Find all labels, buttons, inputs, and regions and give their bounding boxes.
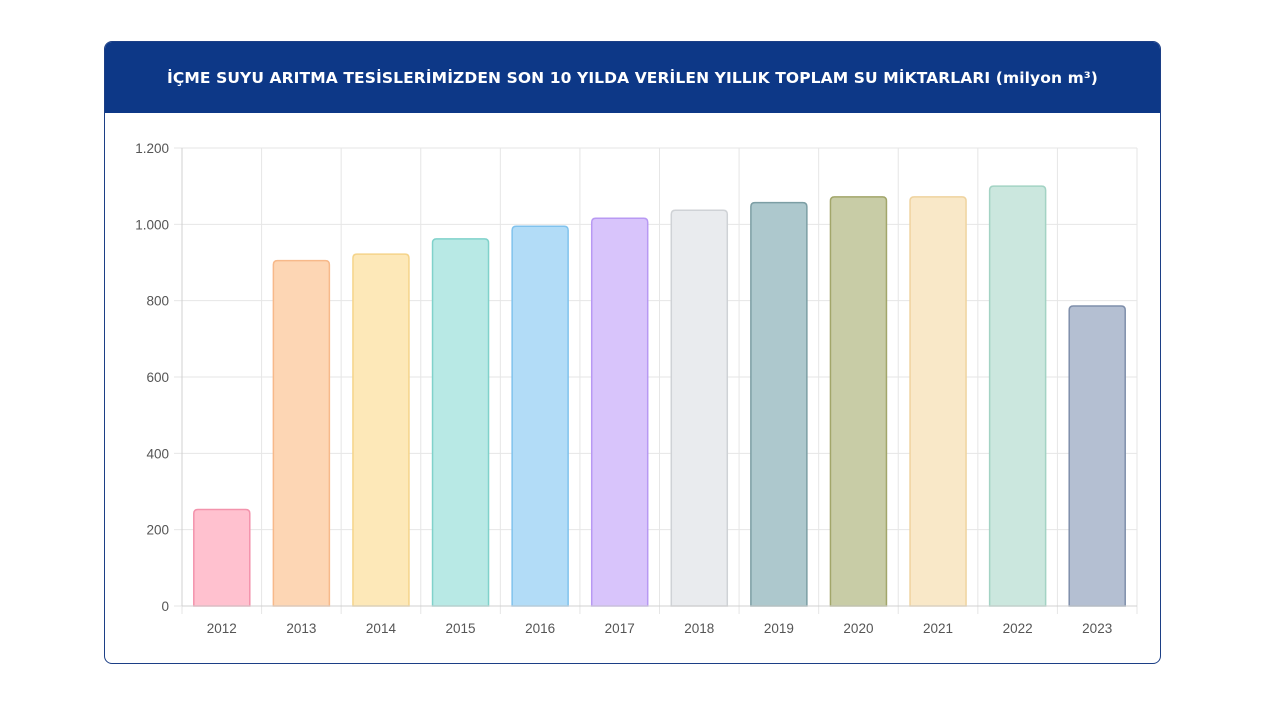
x-tick-label: 2018 <box>684 621 714 636</box>
bar-2019 <box>750 201 808 607</box>
axes <box>181 148 1137 607</box>
x-tick-label: 2019 <box>764 621 794 636</box>
bar-2022 <box>988 185 1047 607</box>
x-tick-label: 2023 <box>1082 621 1112 636</box>
bar-2015 <box>431 238 490 607</box>
x-tick-label: 2020 <box>843 621 873 636</box>
y-tick-label: 0 <box>161 599 169 614</box>
tick-labels: 0 200 400 600 800 1.000 1.200 2012 2013 2014 2015 2… <box>135 141 1112 636</box>
y-tick-label: 600 <box>146 370 169 385</box>
bar-2020 <box>829 196 888 607</box>
x-tick-label: 2016 <box>525 621 555 636</box>
bar-2023 <box>1068 305 1126 607</box>
chart-title-bar: İÇME SUYU ARITMA TESİSLERİMİZDEN SON 10 … <box>105 42 1160 113</box>
y-tick-label: 1.200 <box>135 141 169 156</box>
y-tick-label: 1.000 <box>135 217 169 232</box>
y-tick-label: 400 <box>146 446 169 461</box>
x-tick-label: 2012 <box>207 621 237 636</box>
x-tick-label: 2013 <box>286 621 316 636</box>
bar-2018 <box>670 209 729 607</box>
bar-2017 <box>590 217 649 607</box>
y-tick-label: 200 <box>146 523 169 538</box>
x-tick-label: 2014 <box>366 621 397 636</box>
bars <box>193 185 1126 607</box>
x-tick-label: 2021 <box>923 621 953 636</box>
bar-2012 <box>193 508 251 607</box>
x-tick-label: 2022 <box>1003 621 1033 636</box>
bar-2014 <box>352 253 410 607</box>
y-tick-label: 800 <box>146 294 169 309</box>
x-tick-label: 2017 <box>605 621 635 636</box>
bar-2021 <box>909 196 967 607</box>
bar-2016 <box>511 225 569 607</box>
x-tick-label: 2015 <box>446 621 476 636</box>
bar-2013 <box>272 259 331 607</box>
chart-title: İÇME SUYU ARITMA TESİSLERİMİZDEN SON 10 … <box>167 68 1098 87</box>
